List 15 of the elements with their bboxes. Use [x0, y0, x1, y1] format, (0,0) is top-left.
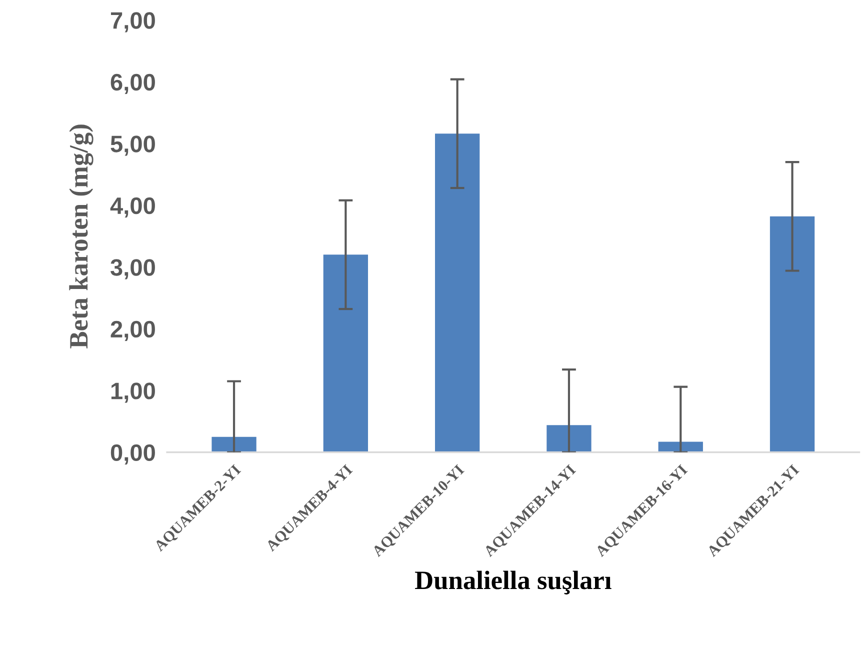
- x-axis-title: Dunaliella suşları: [415, 570, 612, 594]
- bar: [323, 254, 368, 452]
- bar: [435, 134, 480, 452]
- y-tick-label: 3,00: [110, 259, 155, 280]
- y-tick-label: 2,00: [110, 320, 155, 341]
- y-tick-label: 0,00: [110, 444, 155, 464]
- bar: [770, 216, 815, 452]
- bar: [546, 425, 592, 452]
- y-axis-title: Beta karoten (mg/g): [69, 124, 94, 348]
- y-tick-label: 7,00: [110, 12, 155, 32]
- y-tick-label: 5,00: [110, 136, 155, 156]
- y-tick-label: 4,00: [110, 197, 155, 218]
- bar: [212, 436, 256, 452]
- y-tick-label: 1,00: [111, 382, 155, 403]
- y-tick-label: 6,00: [110, 74, 155, 94]
